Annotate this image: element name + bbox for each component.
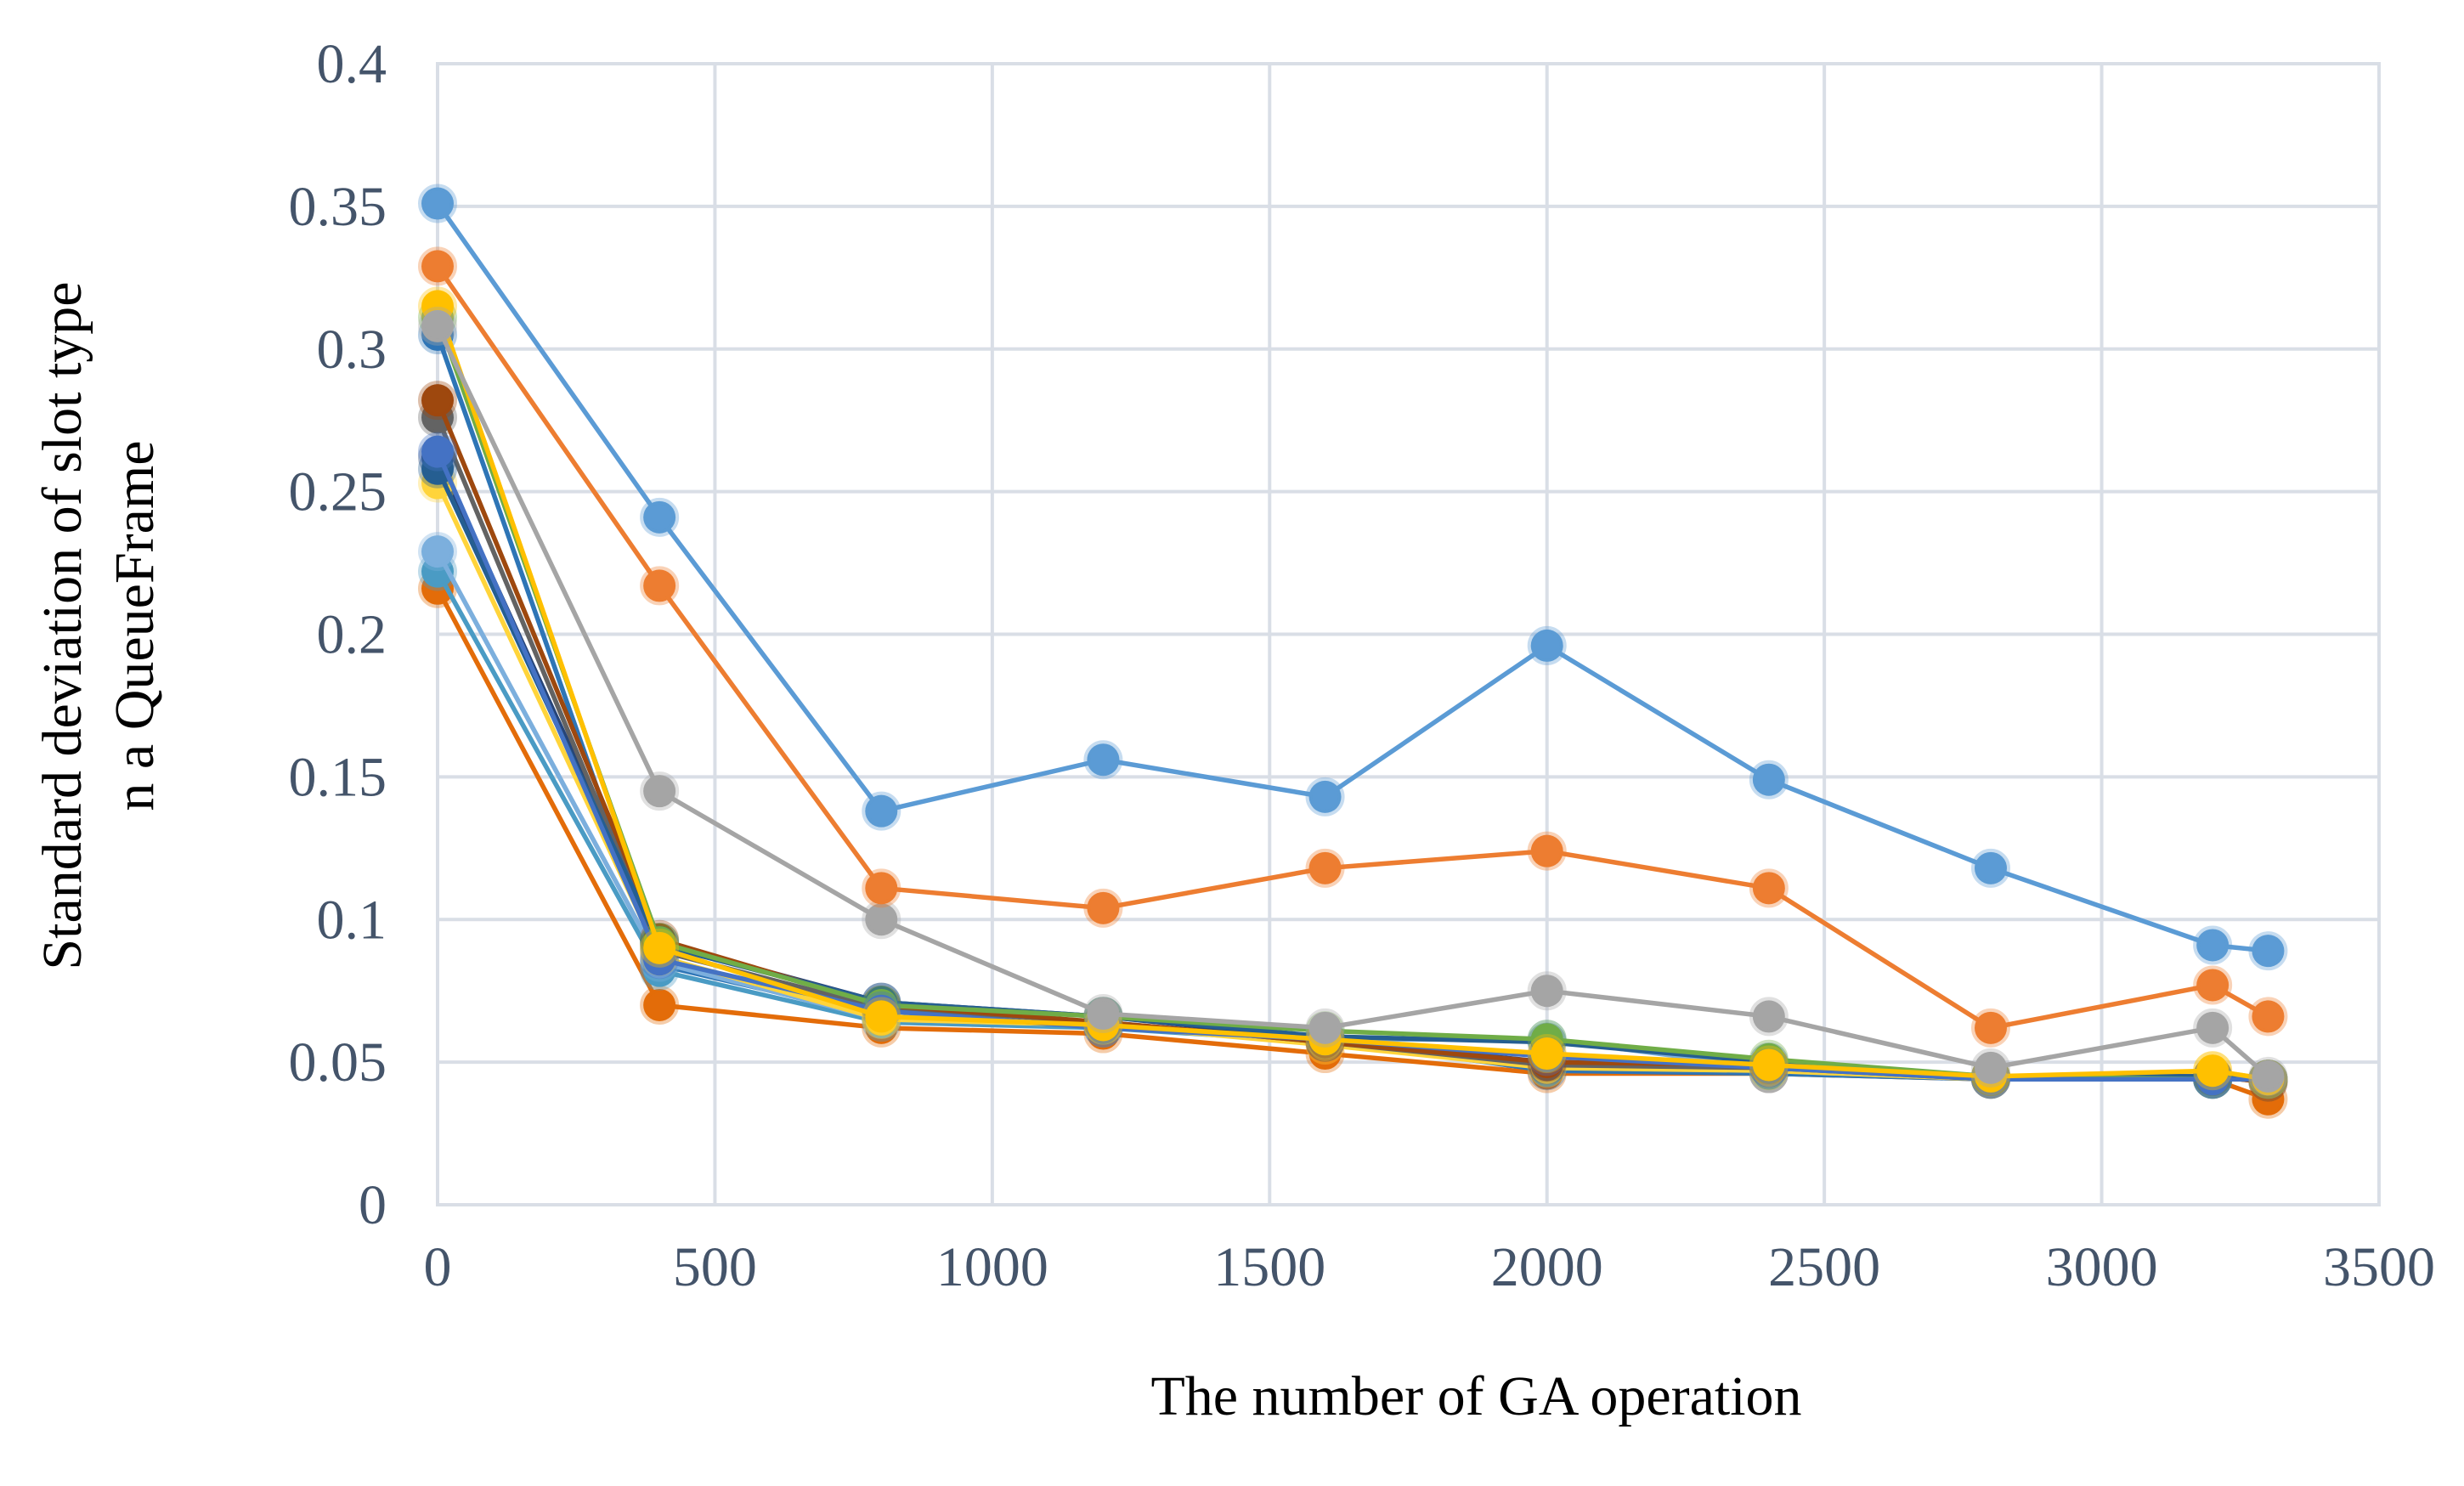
series-line bbox=[435, 201, 2269, 953]
data-point bbox=[1749, 868, 1789, 908]
data-point bbox=[418, 532, 457, 572]
data-point bbox=[1305, 848, 1345, 888]
series-3 bbox=[418, 306, 2288, 1096]
x-tick-label: 2500 bbox=[1768, 1236, 1880, 1298]
x-tick-label: 1000 bbox=[936, 1236, 1048, 1298]
series-layer bbox=[418, 184, 2288, 1119]
data-point bbox=[418, 381, 457, 421]
data-point bbox=[862, 997, 901, 1037]
data-point bbox=[640, 497, 680, 537]
data-point bbox=[418, 306, 457, 346]
y-tick-label: 0 bbox=[359, 1174, 387, 1236]
series-2 bbox=[418, 246, 2288, 1048]
data-point bbox=[640, 771, 680, 811]
y-tick-label: 0.4 bbox=[317, 33, 387, 95]
data-point bbox=[1749, 1045, 1789, 1085]
data-point bbox=[418, 432, 457, 472]
data-point bbox=[1527, 1034, 1567, 1074]
data-point bbox=[1749, 997, 1789, 1037]
y-tick-label: 0.15 bbox=[289, 746, 387, 808]
data-point bbox=[1971, 1008, 2010, 1048]
y-tick-label: 0.2 bbox=[317, 604, 387, 666]
data-point bbox=[640, 566, 680, 606]
data-point bbox=[1527, 625, 1567, 665]
data-point bbox=[1305, 777, 1345, 816]
data-point bbox=[862, 868, 901, 908]
data-point bbox=[2248, 931, 2288, 971]
x-tick-label: 2000 bbox=[1491, 1236, 1603, 1298]
data-point bbox=[1083, 994, 1123, 1034]
y-tick-label: 0.3 bbox=[317, 319, 387, 381]
data-point bbox=[1305, 1008, 1345, 1048]
data-point bbox=[862, 900, 901, 940]
data-point bbox=[1083, 740, 1123, 780]
data-point bbox=[418, 246, 457, 286]
x-tick-label: 3000 bbox=[2046, 1236, 2158, 1298]
data-point bbox=[418, 184, 457, 223]
x-axis-title: The number of GA operation bbox=[1150, 1365, 1801, 1427]
data-point bbox=[640, 985, 680, 1025]
series-line bbox=[435, 305, 2269, 1082]
data-point bbox=[2248, 1056, 2288, 1096]
y-tick-label: 0.1 bbox=[317, 889, 387, 951]
data-point bbox=[1971, 848, 2010, 888]
series-1 bbox=[418, 184, 2288, 971]
x-tick-label: 1500 bbox=[1213, 1236, 1325, 1298]
data-point bbox=[1971, 1048, 2010, 1088]
series-line bbox=[435, 264, 2269, 1031]
data-point bbox=[1083, 888, 1123, 928]
x-tick-label: 3500 bbox=[2323, 1236, 2435, 1298]
data-point bbox=[2193, 1051, 2233, 1091]
y-axis-title-line-2: n a QueueFrame bbox=[104, 440, 166, 811]
y-tick-label: 0.05 bbox=[289, 1031, 387, 1093]
y-tick-label: 0.25 bbox=[289, 461, 387, 523]
data-point bbox=[2193, 1008, 2233, 1048]
y-axis-title-line-1: Standard deviation of slot type bbox=[31, 281, 93, 969]
series-line bbox=[435, 325, 2270, 1078]
x-axis-ticks: 0 500 1000 1500 2000 2500 3000 3500 bbox=[424, 1236, 2436, 1298]
data-point bbox=[1527, 971, 1567, 1011]
data-point bbox=[862, 791, 901, 831]
y-tick-label: 0.35 bbox=[289, 176, 387, 238]
data-point bbox=[2248, 997, 2288, 1037]
x-tick-label: 0 bbox=[424, 1236, 452, 1298]
data-point bbox=[1749, 760, 1789, 800]
data-point bbox=[1527, 831, 1567, 871]
data-point bbox=[640, 928, 680, 968]
data-point bbox=[2193, 925, 2233, 965]
x-tick-label: 500 bbox=[673, 1236, 757, 1298]
plot-area-border bbox=[436, 62, 2381, 1206]
y-axis-ticks: 0 0.05 0.1 0.15 0.2 0.25 0.3 0.35 0.4 bbox=[289, 33, 387, 1236]
data-point bbox=[2193, 965, 2233, 1005]
